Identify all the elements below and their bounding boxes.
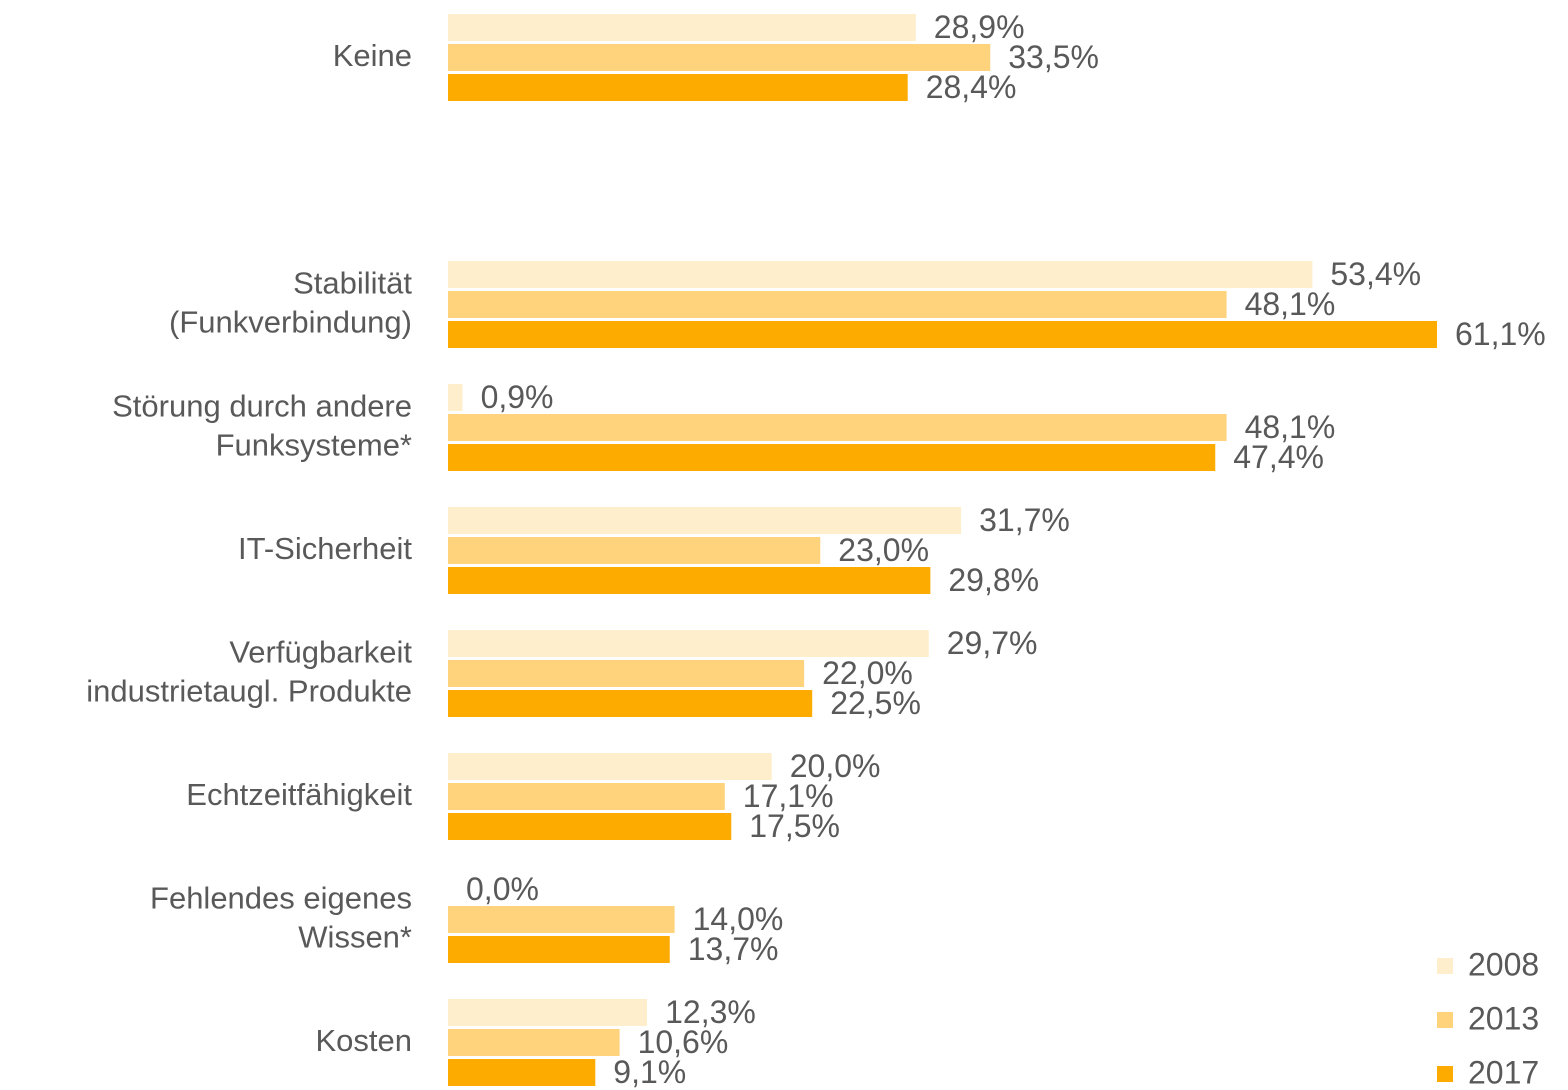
bar <box>448 507 962 534</box>
legend-swatch <box>1437 1012 1453 1028</box>
bar <box>448 936 670 963</box>
bar <box>448 783 725 810</box>
category-label: Kosten <box>315 1023 412 1058</box>
bar <box>448 999 648 1026</box>
value-label: 14,0% <box>693 901 784 937</box>
value-label: 22,0% <box>822 655 913 691</box>
bar <box>448 414 1227 441</box>
bar <box>448 74 908 101</box>
value-label: 20,0% <box>790 748 881 784</box>
value-label: 10,6% <box>638 1024 729 1060</box>
value-label: 13,7% <box>688 931 779 967</box>
value-label: 61,1% <box>1455 316 1546 352</box>
bar <box>448 690 813 717</box>
bar <box>448 753 772 780</box>
bar <box>448 1029 620 1056</box>
value-label: 47,4% <box>1233 439 1324 475</box>
value-label: 12,3% <box>665 994 756 1030</box>
category-label: Störung durch andere <box>112 389 412 424</box>
bar <box>448 813 732 840</box>
bar <box>448 906 675 933</box>
value-label: 23,0% <box>838 532 929 568</box>
bar <box>448 1059 596 1086</box>
category-label: Verfügbarkeit <box>229 635 412 670</box>
bar <box>448 537 821 564</box>
value-label: 53,4% <box>1330 256 1421 292</box>
category-label: IT-Sicherheit <box>238 531 412 566</box>
legend-label: 2013 <box>1468 1000 1539 1036</box>
bar <box>448 321 1437 348</box>
value-label: 28,4% <box>926 69 1017 105</box>
bar <box>448 261 1313 288</box>
category-label: Wissen* <box>298 920 412 955</box>
value-label: 17,1% <box>743 778 834 814</box>
category-label: Stabilität <box>293 266 412 301</box>
legend-swatch <box>1437 958 1453 974</box>
bar <box>448 384 463 411</box>
category-label: Funksysteme* <box>216 428 412 463</box>
bar <box>448 291 1227 318</box>
legend-label: 2017 <box>1468 1054 1539 1090</box>
value-label: 31,7% <box>979 502 1070 538</box>
category-label: Keine <box>333 38 412 73</box>
bar <box>448 444 1216 471</box>
category-label: industrietaugl. Produkte <box>86 674 412 709</box>
value-label: 22,5% <box>830 685 921 721</box>
value-label: 17,5% <box>749 808 840 844</box>
value-label: 0,9% <box>481 379 554 415</box>
value-label: 33,5% <box>1008 39 1099 75</box>
value-label: 9,1% <box>613 1054 686 1090</box>
bar <box>448 660 805 687</box>
category-label: Fehlendes eigenes <box>150 881 412 916</box>
category-label: (Funkverbindung) <box>169 305 412 340</box>
value-label: 48,1% <box>1245 409 1336 445</box>
bar <box>448 630 929 657</box>
category-label: Echtzeitfähigkeit <box>186 777 412 812</box>
bar <box>448 44 991 71</box>
value-label: 28,9% <box>934 9 1025 45</box>
bar <box>448 14 916 41</box>
bar <box>448 567 931 594</box>
value-label: 0,0% <box>466 871 539 907</box>
value-label: 29,8% <box>948 562 1039 598</box>
value-label: 48,1% <box>1245 286 1336 322</box>
legend-swatch <box>1437 1066 1453 1082</box>
value-label: 29,7% <box>947 625 1038 661</box>
legend-label: 2008 <box>1468 946 1539 982</box>
